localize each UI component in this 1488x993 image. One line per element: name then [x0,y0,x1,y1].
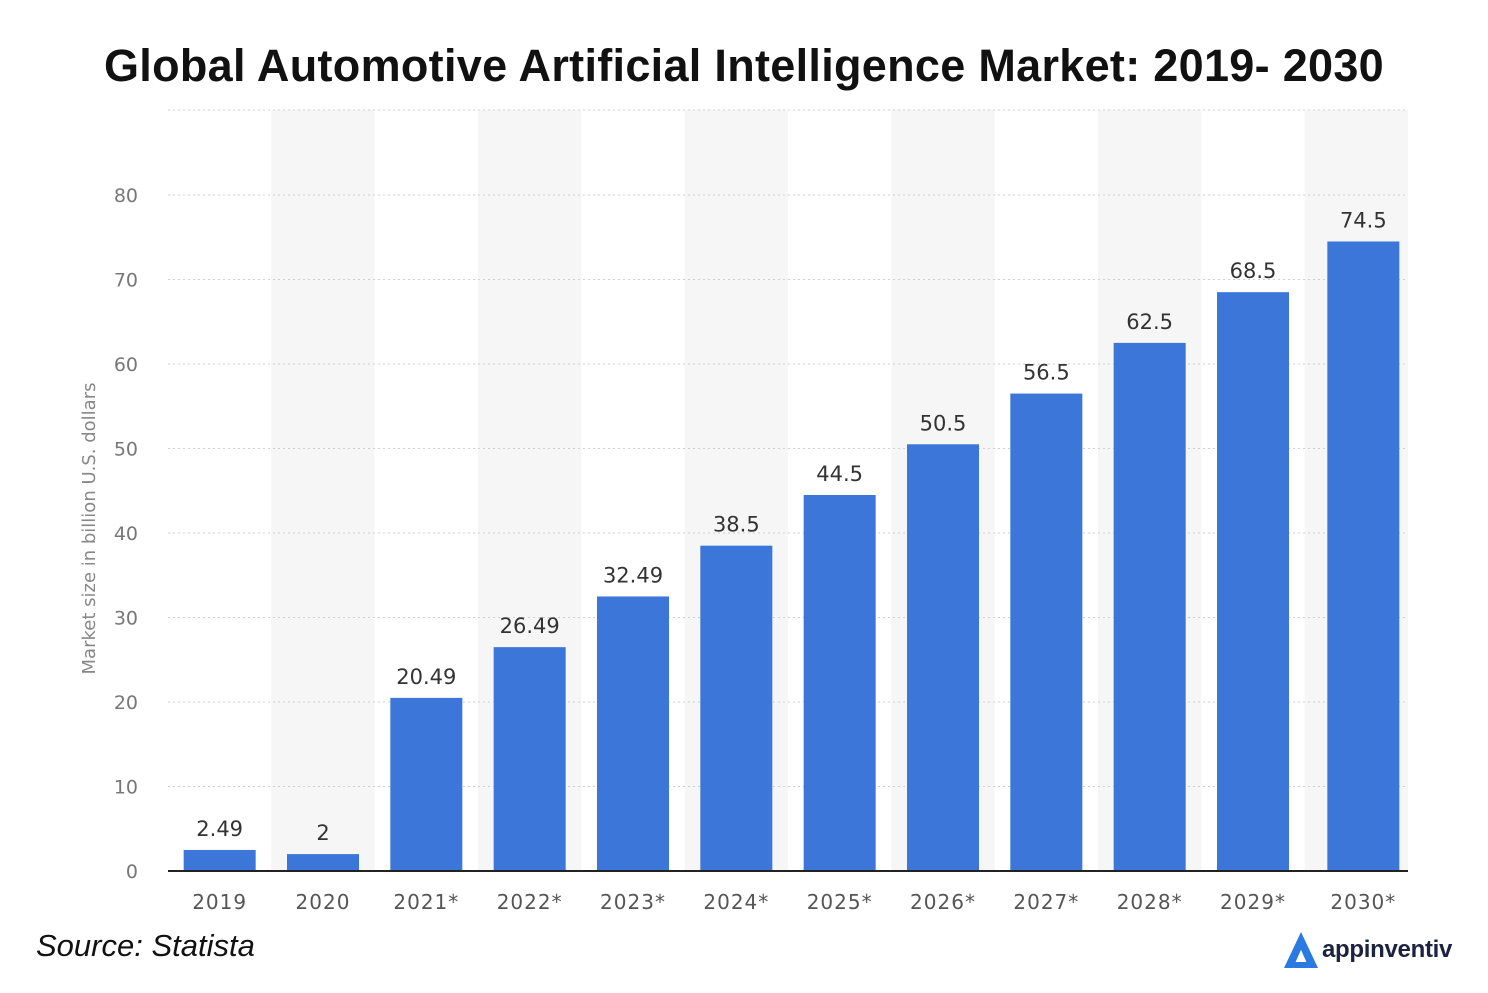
column-band [271,110,375,871]
bar [1327,241,1400,872]
x-tick-label: 2028* [1117,890,1183,914]
data-label: 56.5 [1023,361,1070,385]
x-tick-label: 2024* [703,890,769,914]
y-tick-label: 0 [126,861,138,883]
y-tick-label: 70 [114,270,138,292]
bar [183,849,256,871]
data-label: 68.5 [1230,259,1277,283]
brand-name: appinventiv [1322,936,1453,963]
x-tick-label: 2025* [807,890,873,914]
bar [1010,393,1083,871]
bar [1113,342,1186,871]
x-tick-label: 2029* [1220,890,1286,914]
data-label: 74.5 [1340,208,1387,232]
source-note: Source: Statista [36,928,255,963]
appinventiv-logo-icon [1284,932,1318,968]
data-label: 2.49 [196,817,243,841]
y-tick-label: 30 [114,608,138,630]
chart-title: Global Automotive Artificial Intelligenc… [103,40,1385,91]
y-tick-label: 20 [114,692,138,714]
bar [390,697,463,871]
bar [700,545,773,871]
x-tick-label: 2026* [910,890,976,914]
x-tick-label: 2022* [497,890,563,914]
data-label: 62.5 [1126,310,1173,334]
y-tick-label: 80 [114,185,138,207]
bar [597,596,669,871]
x-tick-label: 2023* [600,890,666,914]
data-label: 50.5 [920,411,967,435]
y-axis-label: Market size in billion U.S. dollars [79,383,100,675]
y-tick-label: 50 [114,439,138,461]
y-tick-label: 10 [114,777,138,799]
data-label: 26.49 [500,614,560,638]
bar [803,494,876,871]
x-tick-label: 2027* [1013,890,1079,914]
brand-logo: appinventiv [1282,930,1452,970]
bar [907,444,979,871]
bar [493,647,566,871]
x-tick-label: 2019 [192,890,247,914]
bar [287,854,359,871]
x-tick-label: 2020 [296,890,351,914]
data-label: 32.49 [603,563,663,587]
bar [1217,292,1289,871]
y-tick-label: 60 [114,354,138,376]
data-label: 2 [316,821,329,845]
data-label: 44.5 [816,462,863,486]
data-label: 20.49 [396,665,456,689]
x-tick-label: 2021* [393,890,459,914]
data-label: 38.5 [713,513,760,537]
y-tick-label: 40 [114,523,138,545]
x-tick-label: 2030* [1330,890,1396,914]
